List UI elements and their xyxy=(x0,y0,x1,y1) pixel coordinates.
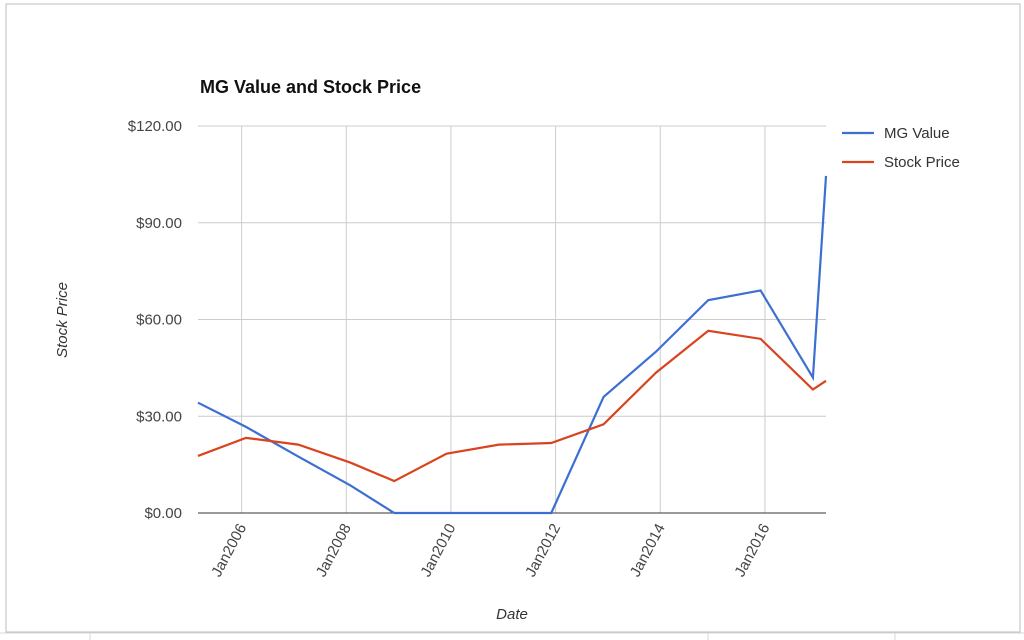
legend-label: Stock Price xyxy=(884,154,960,171)
chart-frame xyxy=(5,3,1021,633)
y-axis-title: Stock Price xyxy=(54,282,71,358)
legend-label: MG Value xyxy=(884,125,950,142)
y-tick-label: $120.00 xyxy=(128,118,182,135)
y-tick-label: $60.00 xyxy=(136,312,182,329)
y-tick-label: $90.00 xyxy=(136,215,182,232)
chart-title: MG Value and Stock Price xyxy=(200,77,421,97)
x-axis-title: Date xyxy=(496,606,528,623)
y-tick-label: $30.00 xyxy=(136,408,182,425)
series-line xyxy=(197,175,828,515)
y-tick-label: $0.00 xyxy=(144,505,182,522)
sheet-grid xyxy=(0,632,1024,640)
series-line xyxy=(197,329,827,483)
